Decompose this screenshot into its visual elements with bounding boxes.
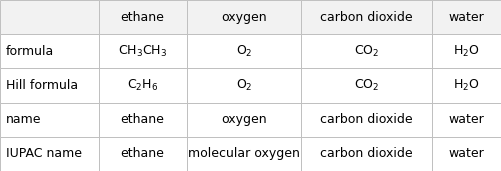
Bar xyxy=(432,103,501,137)
Bar xyxy=(432,0,501,34)
Text: $\mathregular{O_2}$: $\mathregular{O_2}$ xyxy=(235,78,252,93)
Text: carbon dioxide: carbon dioxide xyxy=(320,147,413,160)
Bar xyxy=(0,103,99,137)
Text: ethane: ethane xyxy=(121,147,164,160)
Text: oxygen: oxygen xyxy=(221,113,267,126)
Text: carbon dioxide: carbon dioxide xyxy=(320,11,413,24)
Bar xyxy=(301,103,432,137)
Bar xyxy=(432,68,501,103)
Text: ethane: ethane xyxy=(121,11,164,24)
Text: water: water xyxy=(448,113,484,126)
Text: oxygen: oxygen xyxy=(221,11,267,24)
Text: carbon dioxide: carbon dioxide xyxy=(320,113,413,126)
Text: IUPAC name: IUPAC name xyxy=(6,147,82,160)
Text: water: water xyxy=(448,147,484,160)
Bar xyxy=(186,68,301,103)
Bar xyxy=(99,68,186,103)
Text: name: name xyxy=(6,113,42,126)
Text: molecular oxygen: molecular oxygen xyxy=(188,147,300,160)
Bar xyxy=(99,0,186,34)
Bar xyxy=(0,0,99,34)
Bar xyxy=(301,137,432,171)
Text: $\mathregular{C_2H_6}$: $\mathregular{C_2H_6}$ xyxy=(127,78,158,93)
Bar xyxy=(99,137,186,171)
Bar xyxy=(99,103,186,137)
Text: water: water xyxy=(448,11,484,24)
Text: $\mathregular{H_2O}$: $\mathregular{H_2O}$ xyxy=(453,78,479,93)
Bar xyxy=(432,137,501,171)
Text: ethane: ethane xyxy=(121,113,164,126)
Bar xyxy=(0,137,99,171)
Text: $\mathregular{O_2}$: $\mathregular{O_2}$ xyxy=(235,44,252,59)
Bar xyxy=(301,68,432,103)
Text: $\mathregular{H_2O}$: $\mathregular{H_2O}$ xyxy=(453,44,479,59)
Bar xyxy=(186,137,301,171)
Bar xyxy=(186,34,301,68)
Text: $\mathregular{CO_2}$: $\mathregular{CO_2}$ xyxy=(354,44,379,59)
Text: $\mathregular{CH_3CH_3}$: $\mathregular{CH_3CH_3}$ xyxy=(118,44,167,59)
Bar xyxy=(186,103,301,137)
Text: $\mathregular{CO_2}$: $\mathregular{CO_2}$ xyxy=(354,78,379,93)
Bar xyxy=(0,68,99,103)
Bar xyxy=(432,34,501,68)
Bar xyxy=(301,0,432,34)
Bar xyxy=(99,34,186,68)
Bar xyxy=(0,34,99,68)
Text: Hill formula: Hill formula xyxy=(6,79,78,92)
Text: formula: formula xyxy=(6,45,54,58)
Bar xyxy=(186,0,301,34)
Bar xyxy=(301,34,432,68)
